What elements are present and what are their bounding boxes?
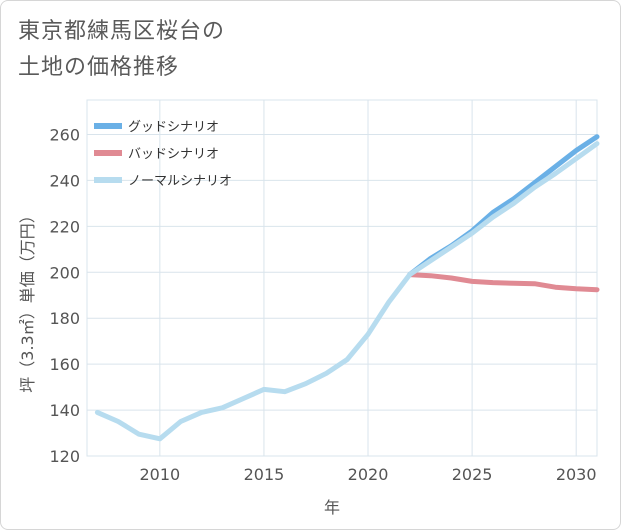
series-line-2 bbox=[94, 141, 600, 442]
y-tick-label: 240 bbox=[49, 171, 80, 190]
x-tick-label: 2025 bbox=[452, 465, 493, 484]
y-tick-label: 180 bbox=[49, 309, 80, 328]
y-tick-label: 140 bbox=[49, 401, 80, 420]
chart-title: 東京都練馬区桜台の 土地の価格推移 bbox=[18, 14, 225, 86]
legend-label: ノーマルシナリオ bbox=[128, 174, 232, 189]
y-tick-label: 260 bbox=[49, 125, 80, 144]
y-axis-label: 坪（3.3㎡）単価（万円） bbox=[18, 207, 37, 392]
x-tick-label: 2010 bbox=[139, 465, 180, 484]
x-tick-label: 2030 bbox=[556, 465, 597, 484]
y-tick-label: 120 bbox=[49, 447, 80, 466]
title-line-1: 東京都練馬区桜台の bbox=[18, 19, 226, 44]
x-axis-label: 年 bbox=[324, 498, 340, 517]
title-line-2: 土地の価格推移 bbox=[18, 55, 180, 80]
series-line-1 bbox=[407, 272, 600, 293]
x-tick-label: 2020 bbox=[348, 465, 389, 484]
x-tick-label: 2015 bbox=[244, 465, 285, 484]
y-tick-label: 160 bbox=[49, 355, 80, 374]
y-tick-label: 220 bbox=[49, 217, 80, 236]
y-tick-label: 200 bbox=[49, 263, 80, 282]
legend-label: バッドシナリオ bbox=[128, 147, 219, 162]
legend-label: グッドシナリオ bbox=[128, 120, 219, 135]
